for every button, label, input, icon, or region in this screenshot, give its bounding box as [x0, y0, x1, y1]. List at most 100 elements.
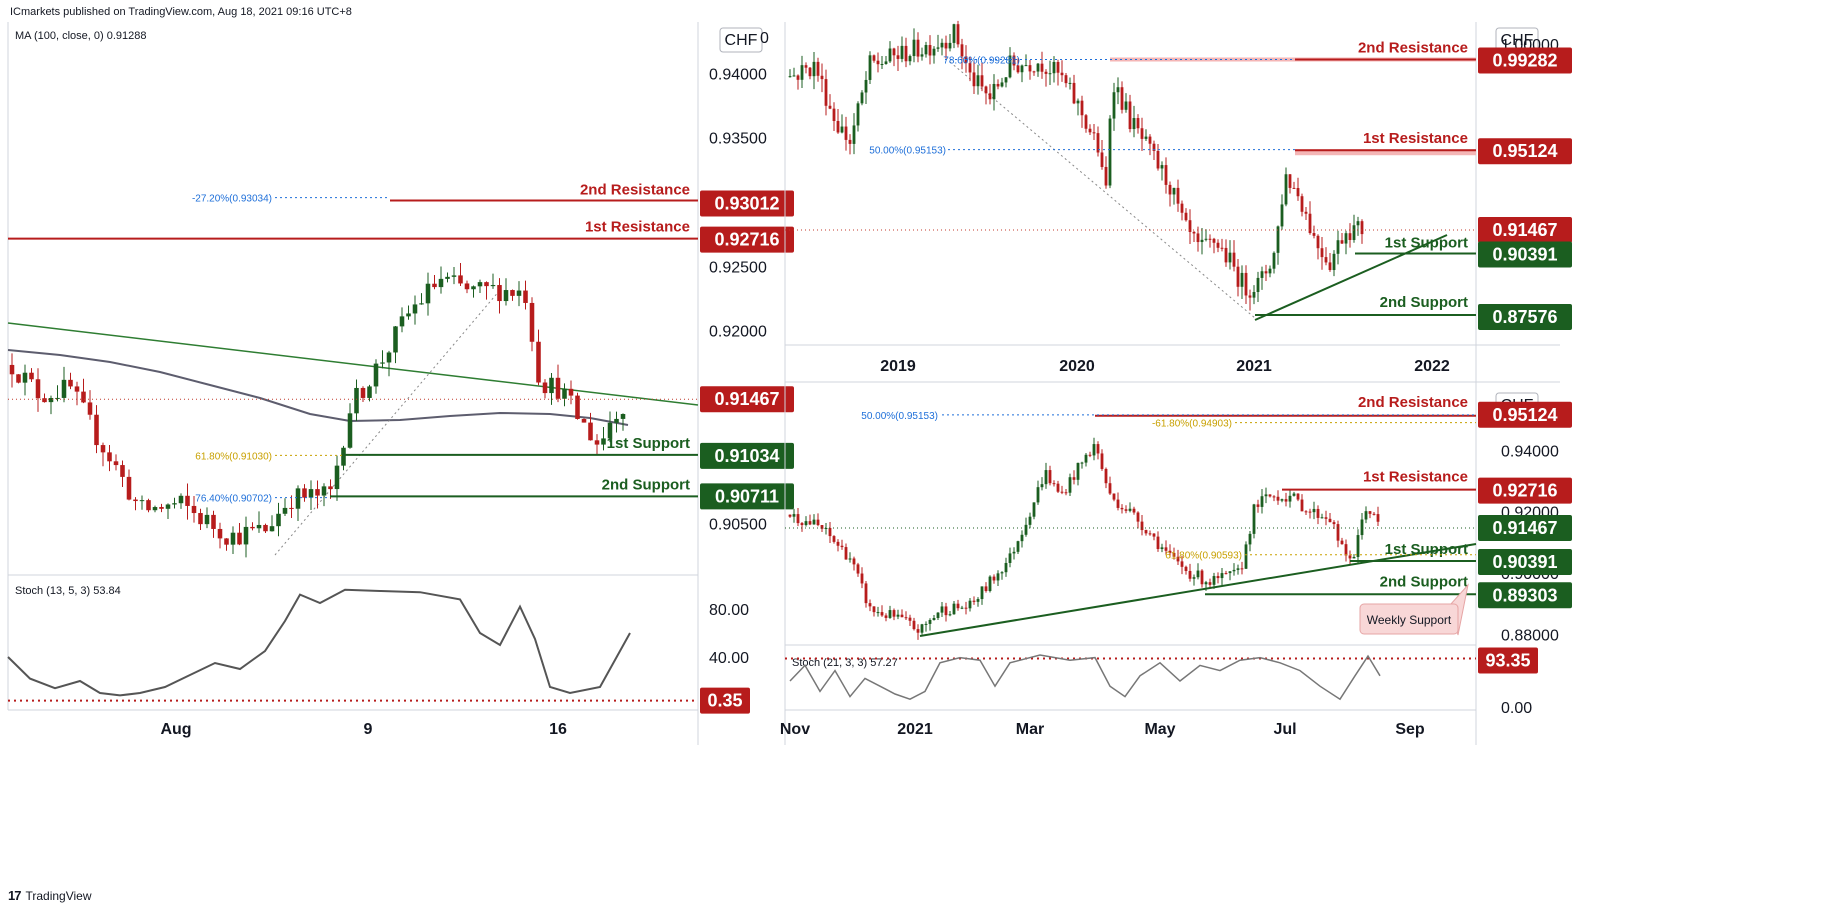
bottom-right-candle [1008, 553, 1012, 563]
bottom-right-candle [1064, 492, 1068, 494]
bottom-right-candle [888, 610, 892, 618]
left-candle [185, 495, 190, 506]
top-right-candle [1312, 233, 1316, 236]
top-right-candle [1160, 165, 1164, 169]
left-candle [126, 476, 132, 500]
left-stoch-level-value: 0.35 [707, 691, 742, 711]
top-right-x-tick: 2022 [1414, 358, 1450, 375]
left-2nd-support-value-bg [700, 483, 794, 510]
bottom-right-candle [872, 606, 876, 613]
top-right-candle [1304, 211, 1308, 214]
left-fib-label: -27.20%(0.93034) [192, 194, 272, 205]
left-candle [477, 282, 483, 287]
bottom-right-candle [1296, 493, 1300, 500]
left-candle [256, 524, 262, 529]
bottom-right-candle [844, 547, 848, 560]
left-candle [68, 379, 73, 387]
top-right-candle [1004, 77, 1008, 83]
bottom-right-candle [1312, 508, 1316, 513]
top-right-fib-label: 78.60%(0.99281) [943, 56, 1020, 67]
top-right-candle [1092, 132, 1096, 134]
top-right-candle [860, 92, 864, 104]
top-right-candle [888, 48, 892, 62]
left-candle [438, 278, 444, 288]
bottom-right-candle [1084, 454, 1088, 463]
bottom-right-x-tick: Jul [1273, 721, 1296, 738]
left-candle [152, 507, 158, 511]
top-right-candle [996, 83, 1000, 87]
bottom-right-candle [788, 514, 792, 517]
left-candle [198, 513, 203, 525]
bottom-right-candle [1068, 477, 1072, 493]
top-right-candle [1232, 252, 1236, 267]
left-candle [523, 290, 528, 303]
left-candle [445, 276, 450, 279]
left-candle [133, 499, 138, 502]
bottom-right-candle [976, 599, 980, 602]
left-candle [16, 374, 21, 383]
bottom-right-candle [1316, 508, 1320, 518]
left-stoch-level-value-bg [700, 687, 750, 714]
top-right-candle [816, 61, 820, 76]
bottom-right-candle [1328, 518, 1332, 523]
bottom-right-candle [1280, 499, 1284, 501]
bottom-right-candle [852, 558, 856, 565]
top-right-current-price-bg [1478, 217, 1572, 244]
bottom-right-candle [1108, 483, 1112, 494]
left-candle [211, 514, 216, 529]
left-candle [464, 283, 470, 290]
bottom-right-candle [1216, 576, 1220, 579]
bottom-right-candle [1332, 522, 1336, 525]
bottom-right-candle [1040, 484, 1044, 488]
bottom-right-candle [804, 521, 808, 526]
bottom-right-fib-label: 61.80%(0.90593) [1165, 551, 1242, 562]
bottom-right-candle [1188, 570, 1192, 579]
bottom-right-candle [800, 523, 804, 526]
top-right-candle [1288, 174, 1292, 188]
top-right-candle [840, 126, 844, 133]
bottom-right-1st-support-label: 1st Support [1385, 541, 1468, 558]
top-right-candle [1336, 240, 1340, 254]
left-candle [542, 382, 548, 394]
top-right-candle [1332, 253, 1336, 271]
left-candle [386, 352, 392, 363]
left-chf-badge: CHF [725, 32, 758, 49]
top-right-candle [1012, 55, 1016, 66]
top-right-candle [928, 45, 932, 56]
left-1st-resistance-value: 0.92716 [714, 230, 779, 250]
left-candle [178, 495, 184, 504]
bottom-right-x-tick: 2021 [897, 721, 933, 738]
left-candle [614, 418, 619, 423]
bottom-right-candle [1208, 582, 1212, 585]
bottom-right-trend-line [919, 543, 1477, 637]
bottom-right-candle [908, 617, 912, 621]
bottom-right-1st-support-value-bg [1478, 548, 1572, 575]
top-right-candle [1348, 233, 1352, 240]
bottom-right-candle [1020, 534, 1024, 542]
top-right-candle [1360, 221, 1364, 235]
bottom-right-candle [1244, 544, 1248, 569]
bottom-right-candle [956, 603, 960, 609]
top-right-candle [968, 63, 972, 73]
bottom-right-candle [1012, 551, 1016, 554]
bottom-right-candle [1156, 536, 1160, 550]
bottom-right-candle [916, 629, 920, 633]
left-candle [282, 507, 288, 514]
bottom-right-candle [944, 606, 948, 616]
left-candle [425, 283, 431, 304]
bottom-right-candle [912, 620, 916, 630]
top-right-candle [1064, 75, 1068, 84]
bottom-right-candle [932, 618, 936, 620]
bottom-right-candle [808, 521, 812, 525]
bottom-right-stoch-level-value-bg [1478, 647, 1538, 674]
top-right-candle [1136, 118, 1140, 129]
bottom-right-candle [936, 612, 940, 619]
left-candle [360, 387, 366, 398]
bottom-right-candle [1256, 504, 1260, 507]
top-right-candle [892, 48, 896, 56]
top-right-candle [1060, 72, 1064, 76]
top-right-candle [856, 103, 860, 126]
bottom-right-y-tick: 0.94000 [1501, 443, 1559, 460]
left-candle [367, 386, 372, 398]
top-right-candle [1180, 203, 1184, 213]
